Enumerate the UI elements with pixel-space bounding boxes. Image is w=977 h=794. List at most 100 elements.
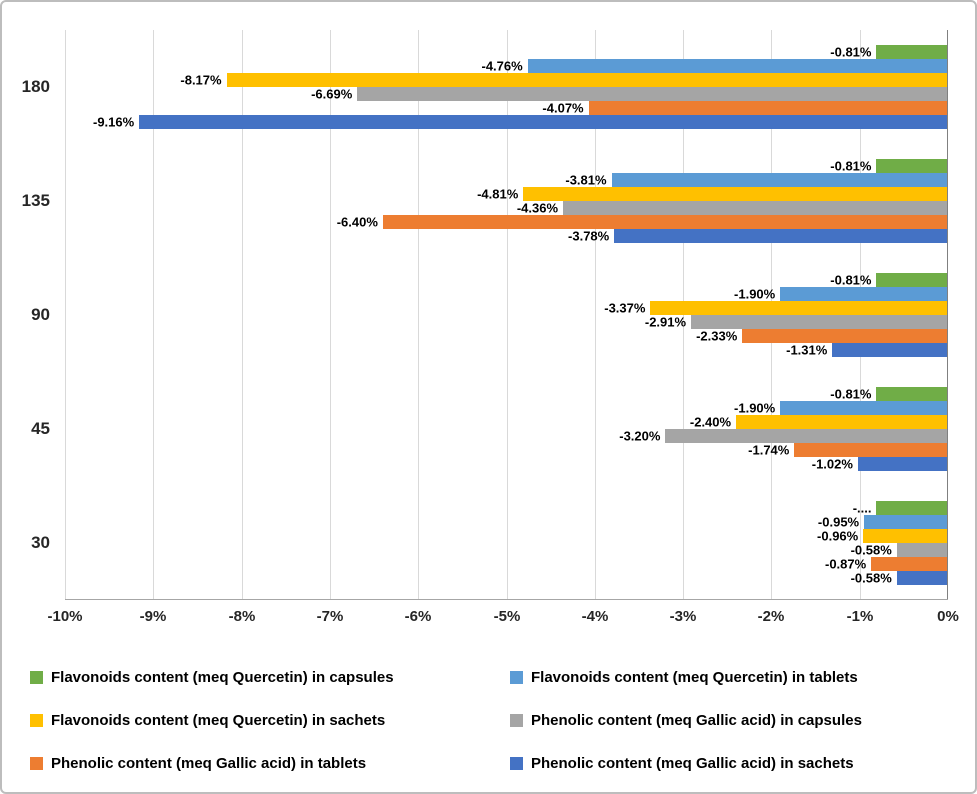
legend-swatch	[510, 671, 523, 684]
bar	[742, 329, 948, 343]
legend-item: Phenolic content (meq Gallic acid) in ca…	[510, 706, 960, 735]
bar	[794, 443, 948, 457]
bar	[527, 59, 948, 73]
x-tick-label: -2%	[757, 608, 785, 625]
zero-axis-line	[947, 30, 948, 599]
bar-value-label: -4.81%	[477, 186, 519, 202]
bar	[832, 343, 948, 357]
bar	[780, 287, 948, 301]
bar-value-label: -4.36%	[516, 200, 559, 216]
bar	[876, 273, 948, 287]
legend-label: Phenolic content (meq Gallic acid) in ca…	[531, 712, 862, 729]
bar-value-label: -6.40%	[336, 214, 378, 230]
bar	[588, 101, 948, 115]
legend-label: Phenolic content (meq Gallic acid) in ta…	[51, 755, 367, 772]
bar-value-label: -2.91%	[644, 314, 687, 330]
bar-value-label: -1.90%	[734, 400, 776, 416]
bar-value-label: -1.74%	[748, 442, 790, 458]
legend-label: Flavonoids content (meq Quercetin) in ca…	[51, 669, 394, 686]
x-tick-label: -1%	[846, 608, 874, 625]
bar-value-label: -1.02%	[811, 456, 853, 472]
legend-item: Flavonoids content (meq Quercetin) in ta…	[510, 663, 960, 692]
category-label: 30	[31, 533, 50, 552]
bar	[780, 401, 948, 415]
bar	[871, 557, 948, 571]
bar	[876, 501, 948, 515]
bar-value-label: -0.81%	[830, 272, 872, 288]
legend-item: Flavonoids content (meq Quercetin) in ca…	[30, 663, 510, 692]
category-label: 135	[21, 191, 50, 210]
category-label: 180	[21, 77, 50, 96]
bar	[650, 301, 948, 315]
gridline	[242, 30, 243, 599]
bar-value-label: -0.81%	[830, 44, 872, 60]
gridline	[153, 30, 154, 599]
x-tick-label: 0%	[937, 608, 959, 625]
x-tick-label: -3%	[669, 608, 697, 625]
bar-value-label: -0.58%	[850, 570, 892, 586]
legend-label: Flavonoids content (meq Quercetin) in ta…	[531, 669, 858, 686]
bar-value-label: -0.58%	[850, 542, 892, 558]
bar	[896, 571, 948, 585]
legend-item: Flavonoids content (meq Quercetin) in sa…	[30, 706, 510, 735]
plot-area: -0.81% -0.81% -0.81% -0.81% -.... -4.76% -3.81…	[65, 30, 948, 600]
bar-value-label: -0.95%	[817, 514, 860, 530]
bar	[226, 73, 948, 87]
x-tick-label: -10%	[47, 608, 83, 625]
bar-value-label: -6.69%	[311, 86, 353, 102]
bar-value-label: -1.90%	[734, 286, 776, 302]
bar-value-label: -0.81%	[830, 386, 872, 402]
x-tick-label: -9%	[139, 608, 167, 625]
category-label: 90	[31, 305, 50, 324]
legend-swatch	[510, 757, 523, 770]
x-tick-label: -8%	[228, 608, 256, 625]
category-label: 45	[31, 419, 50, 438]
bar-value-label: -3.20%	[619, 428, 661, 444]
gridline	[418, 30, 419, 599]
bar	[876, 159, 948, 173]
legend-label: Phenolic content (meq Gallic acid) in sa…	[531, 755, 854, 772]
bar	[736, 415, 948, 429]
gridline	[330, 30, 331, 599]
bar-value-label: -4.07%	[542, 100, 584, 116]
bar	[139, 115, 948, 129]
legend-swatch	[30, 671, 43, 684]
gridline	[65, 30, 66, 599]
bar	[876, 387, 948, 401]
bar	[691, 315, 948, 329]
legend: Flavonoids content (meq Quercetin) in ca…	[30, 663, 960, 778]
bar	[611, 173, 948, 187]
bar	[896, 543, 948, 557]
bar-value-label: -3.37%	[604, 300, 646, 316]
bar	[863, 529, 948, 543]
value-axis: -10% -9% -8% -7% -6% -5% -4% -3% -2% -1% 0%	[2, 608, 977, 634]
bar-value-label: -0.87%	[824, 556, 867, 572]
legend-swatch	[510, 714, 523, 727]
bar	[876, 45, 948, 59]
bar-value-label: -9.16%	[92, 114, 135, 130]
legend-swatch	[30, 757, 43, 770]
bar-value-label: -....	[852, 500, 872, 516]
category-axis: 180 135 90 45 30	[2, 2, 62, 602]
bar	[614, 229, 948, 243]
bar-value-label: -2.40%	[689, 414, 732, 430]
bar-value-label: -3.81%	[565, 172, 607, 188]
bar-value-label: -1.31%	[786, 342, 828, 358]
bar-value-label: -2.33%	[696, 328, 738, 344]
bar	[665, 429, 948, 443]
x-tick-label: -7%	[316, 608, 344, 625]
legend-item: Phenolic content (meq Gallic acid) in sa…	[510, 749, 960, 778]
bar-value-label: -4.76%	[481, 58, 523, 74]
legend-label: Flavonoids content (meq Quercetin) in sa…	[51, 712, 386, 729]
gridline	[507, 30, 508, 599]
bar	[357, 87, 948, 101]
bar	[864, 515, 948, 529]
x-tick-label: -6%	[404, 608, 432, 625]
bar-value-label: -3.78%	[568, 228, 610, 244]
bar-value-label: -0.81%	[830, 158, 872, 174]
x-tick-label: -4%	[581, 608, 609, 625]
bar	[523, 187, 948, 201]
bar-value-label: -8.17%	[180, 72, 222, 88]
legend-swatch	[30, 714, 43, 727]
